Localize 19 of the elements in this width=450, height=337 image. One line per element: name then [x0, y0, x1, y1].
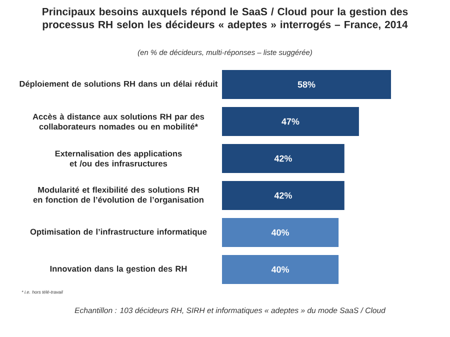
data-label: 58%: [298, 81, 316, 88]
y-tick-label: Accès à distance aux solutions RH par des collaborateurs nomades ou en mobilité*: [32, 113, 204, 130]
bar: [222, 144, 344, 173]
bar: [222, 255, 339, 284]
y-tick-label: Externalisation des applications et /ou des infrasructures: [55, 150, 182, 167]
y-tick-label: Modularité et flexibilité des solutions RH en fonction de l’évolution de l’organisation: [33, 186, 204, 204]
y-tick-label: Innovation dans la gestion des RH: [50, 266, 187, 274]
data-label: 42%: [274, 155, 292, 162]
data-label: 42%: [274, 192, 292, 199]
data-label: 40%: [271, 266, 290, 273]
data-label: 40%: [271, 229, 290, 236]
bar: [222, 181, 344, 210]
y-tick-label: Déploiement de solutions RH dans un délai réduit: [20, 80, 218, 88]
y-tick-label: Optimisation de l’infrastructure informatique: [30, 228, 207, 236]
data-label: 47%: [282, 118, 300, 125]
bar: [222, 107, 359, 136]
bar: [222, 70, 392, 99]
bar: [222, 218, 339, 247]
chart-title: Principaux besoins auxquels répond le SaaS / Cloud pour la gestion des processus RH selon les décideurs « adeptes » interrogés – France, 2014: [42, 8, 408, 30]
